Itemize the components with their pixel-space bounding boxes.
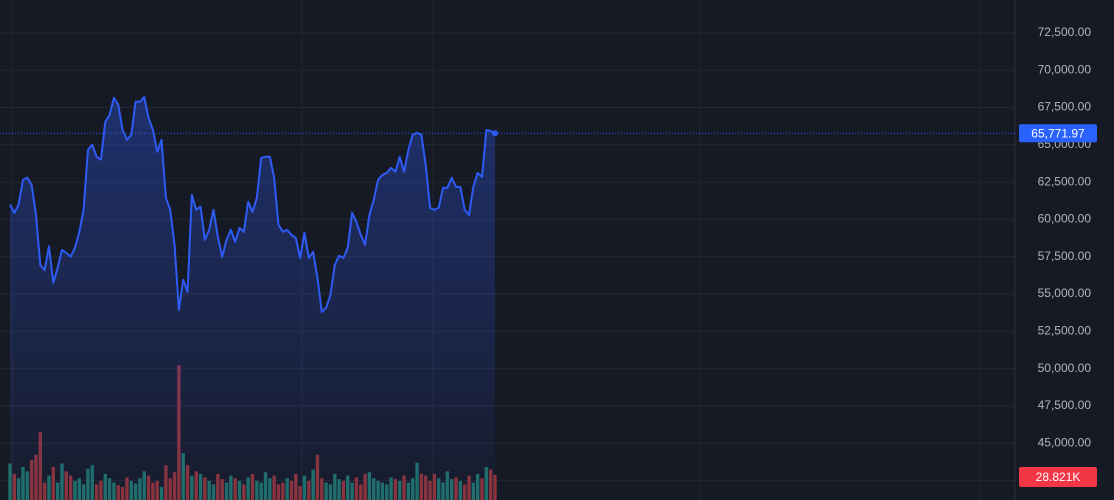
price-area — [10, 97, 495, 500]
y-tick-label: 62,500.00 — [1038, 174, 1092, 188]
y-tick-label: 72,500.00 — [1038, 25, 1092, 39]
last-price-box — [1019, 124, 1097, 143]
y-tick-label: 70,000.00 — [1038, 62, 1092, 76]
y-tick-label: 52,500.00 — [1038, 324, 1092, 338]
y-tick-label: 47,500.00 — [1038, 398, 1092, 412]
y-tick-label: 55,000.00 — [1038, 286, 1092, 300]
y-tick-label: 67,500.00 — [1038, 100, 1092, 114]
y-tick-label: 60,000.00 — [1038, 212, 1092, 226]
volume-last-label: 28.821K — [1036, 470, 1081, 484]
y-tick-label: 57,500.00 — [1038, 249, 1092, 263]
last-price-label: 65,771.97 — [1031, 126, 1085, 140]
y-tick-label: 50,000.00 — [1038, 361, 1092, 375]
y-tick-label: 45,000.00 — [1038, 435, 1092, 449]
volume-last-box — [1019, 467, 1097, 487]
price-line — [9, 96, 496, 313]
